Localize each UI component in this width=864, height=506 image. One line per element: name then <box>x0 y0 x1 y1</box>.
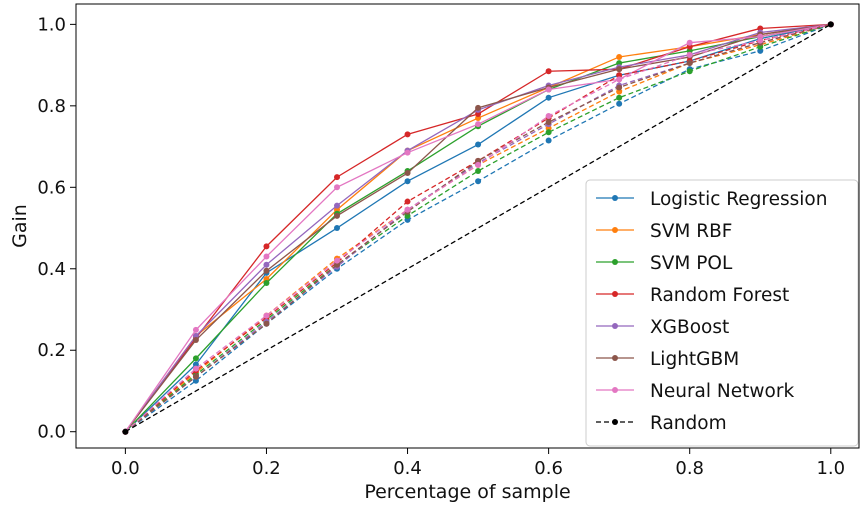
y-axis-label: Gain <box>9 204 31 248</box>
legend-label: XGBoost <box>650 317 729 338</box>
data-point <box>405 199 411 205</box>
data-point <box>263 243 269 249</box>
y-tick-label: 0.2 <box>37 340 66 361</box>
legend-marker <box>612 419 618 425</box>
data-point <box>334 225 340 231</box>
data-point <box>616 95 622 101</box>
data-point <box>475 168 481 174</box>
legend-box <box>586 180 858 446</box>
data-point <box>546 119 552 125</box>
data-point <box>828 21 834 27</box>
data-point <box>616 76 622 82</box>
data-point <box>405 178 411 184</box>
data-point <box>405 131 411 137</box>
legend-marker <box>612 195 618 201</box>
data-point <box>405 170 411 176</box>
data-point <box>546 113 552 119</box>
data-point <box>546 87 552 93</box>
data-point <box>546 129 552 135</box>
data-point <box>263 254 269 260</box>
legend-label: Neural Network <box>650 381 794 402</box>
legend-marker <box>612 227 618 233</box>
data-point <box>263 262 269 268</box>
data-point <box>193 327 199 333</box>
legend-label: SVM RBF <box>650 221 732 242</box>
legend-label: LightGBM <box>650 349 739 370</box>
data-point <box>193 355 199 361</box>
legend-marker <box>612 323 618 329</box>
x-tick-label: 0.6 <box>534 458 563 479</box>
data-point <box>263 321 269 327</box>
x-tick-label: 1.0 <box>816 458 845 479</box>
data-point <box>687 40 693 46</box>
data-point <box>475 105 481 111</box>
x-tick-label: 0.0 <box>111 458 140 479</box>
data-point <box>475 121 481 127</box>
legend-label: Random Forest <box>650 285 789 306</box>
data-point <box>122 429 128 435</box>
legend: Logistic Regression SVM RBF SVM POL Random … <box>586 180 858 446</box>
data-point <box>546 68 552 74</box>
data-point <box>334 258 340 264</box>
x-tick-label: 0.8 <box>675 458 704 479</box>
data-point <box>263 280 269 286</box>
data-point <box>546 137 552 143</box>
data-point <box>405 207 411 213</box>
data-point <box>616 85 622 91</box>
legend-label: Logistic Regression <box>650 189 827 210</box>
data-point <box>334 213 340 219</box>
data-point <box>263 313 269 319</box>
y-tick-label: 0.4 <box>37 259 66 280</box>
data-point <box>757 38 763 44</box>
legend-marker <box>612 387 618 393</box>
legend-marker <box>612 291 618 297</box>
legend-marker <box>612 355 618 361</box>
data-point <box>263 268 269 274</box>
y-tick-label: 0.8 <box>37 96 66 117</box>
data-point <box>193 337 199 343</box>
data-point <box>334 174 340 180</box>
legend-marker <box>612 259 618 265</box>
data-point <box>334 184 340 190</box>
data-point <box>616 66 622 72</box>
x-tick-label: 0.4 <box>393 458 422 479</box>
data-point <box>616 101 622 107</box>
data-point <box>616 54 622 60</box>
y-tick-label: 0.0 <box>37 422 66 443</box>
y-tick-label: 1.0 <box>37 14 66 35</box>
legend-label: SVM POL <box>650 253 733 274</box>
data-point <box>687 68 693 74</box>
legend-label: Random <box>650 413 727 434</box>
data-point <box>193 374 199 380</box>
data-point <box>687 60 693 66</box>
data-point <box>475 162 481 168</box>
data-point <box>687 52 693 58</box>
x-axis-label: Percentage of sample <box>364 481 570 503</box>
x-tick-label: 0.2 <box>252 458 281 479</box>
data-point <box>405 150 411 156</box>
data-point <box>193 366 199 372</box>
data-point <box>475 178 481 184</box>
data-point <box>334 203 340 209</box>
data-point <box>475 142 481 148</box>
y-tick-label: 0.6 <box>37 177 66 198</box>
data-point <box>546 95 552 101</box>
